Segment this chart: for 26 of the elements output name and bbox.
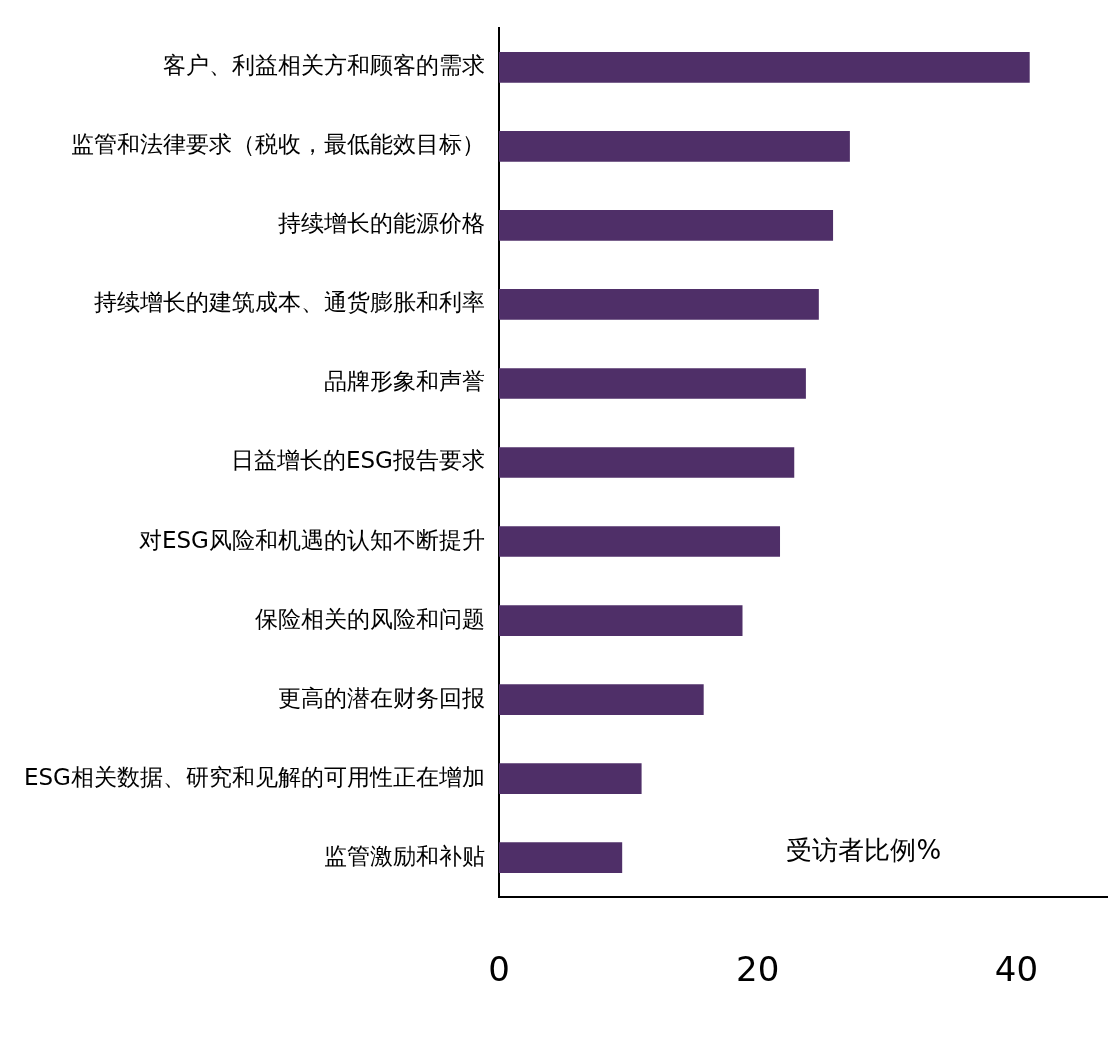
x-tick-label: 40 xyxy=(994,949,1039,990)
x-axis-title: 受访者比例% xyxy=(786,834,942,865)
y-tick-label: 监管和法律要求（税收，最低能效目标） xyxy=(70,131,485,158)
x-tick-label: 20 xyxy=(736,949,780,990)
y-tick-label: 持续增长的建筑成本、通货膨胀和利率 xyxy=(93,289,485,316)
bar xyxy=(498,131,850,162)
y-tick-label: 客户、利益相关方和顾客的需求 xyxy=(162,52,485,79)
bar xyxy=(498,605,743,636)
bar xyxy=(498,210,834,241)
bar xyxy=(498,684,704,715)
x-tick-label: 0 xyxy=(488,949,510,990)
y-tick-label: ESG相关数据、研究和见解的可用性正在增加 xyxy=(23,763,485,790)
y-tick-label: 持续增长的能源价格 xyxy=(277,210,485,237)
y-tick-label: 品牌形象和声誉 xyxy=(323,368,485,395)
y-tick-label: 监管激励和补贴 xyxy=(323,842,485,869)
y-tick-label: 对ESG风险和机遇的认知不断提升 xyxy=(138,526,485,553)
y-tick-label: 日益增长的ESG报告要求 xyxy=(230,447,485,474)
y-tick-label: 保险相关的风险和问题 xyxy=(254,605,485,632)
bar xyxy=(498,447,795,478)
bar xyxy=(498,763,642,794)
y-tick-label: 更高的潜在财务回报 xyxy=(277,684,485,711)
bar xyxy=(498,842,623,874)
bar xyxy=(498,289,819,320)
bar xyxy=(498,368,806,399)
bar xyxy=(498,51,1030,83)
bar xyxy=(498,526,781,557)
